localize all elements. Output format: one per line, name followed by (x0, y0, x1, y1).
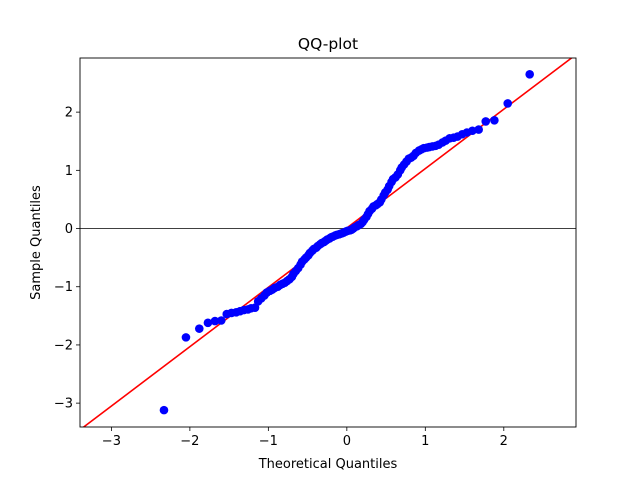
plot-content (80, 58, 576, 427)
data-point (181, 333, 191, 342)
data-point (159, 405, 169, 415)
data-point (481, 117, 491, 126)
x-tick-label: −1 (259, 434, 278, 449)
y-axis-ticks: −3 −2 −1 0 1 2 (54, 106, 80, 412)
x-tick-label: 0 (343, 434, 351, 449)
y-tick-label: −2 (54, 338, 73, 353)
y-tick-label: 0 (65, 222, 73, 237)
data-point (194, 324, 204, 333)
data-point (210, 316, 220, 326)
y-axis-label: Sample Quantiles (29, 185, 44, 300)
x-axis-ticks: −3 −2 −1 0 1 2 (102, 427, 508, 449)
data-point (474, 125, 483, 134)
data-point (525, 69, 534, 79)
data-point (216, 316, 226, 325)
x-tick-label: −2 (180, 434, 199, 449)
data-point (250, 303, 260, 312)
y-tick-label: 1 (65, 164, 73, 179)
y-tick-label: −1 (54, 280, 73, 295)
data-point (203, 318, 213, 328)
x-axis-label: Theoretical Quantiles (258, 457, 398, 472)
y-tick-label: −3 (54, 397, 73, 412)
x-tick-label: 2 (500, 434, 508, 449)
data-point (490, 115, 499, 125)
data-point (503, 99, 513, 108)
x-tick-label: −3 (102, 434, 121, 449)
y-tick-label: 2 (65, 106, 73, 121)
chart-title: QQ-plot (298, 35, 358, 53)
x-tick-label: 1 (421, 434, 429, 449)
plot-frame (79, 57, 577, 428)
